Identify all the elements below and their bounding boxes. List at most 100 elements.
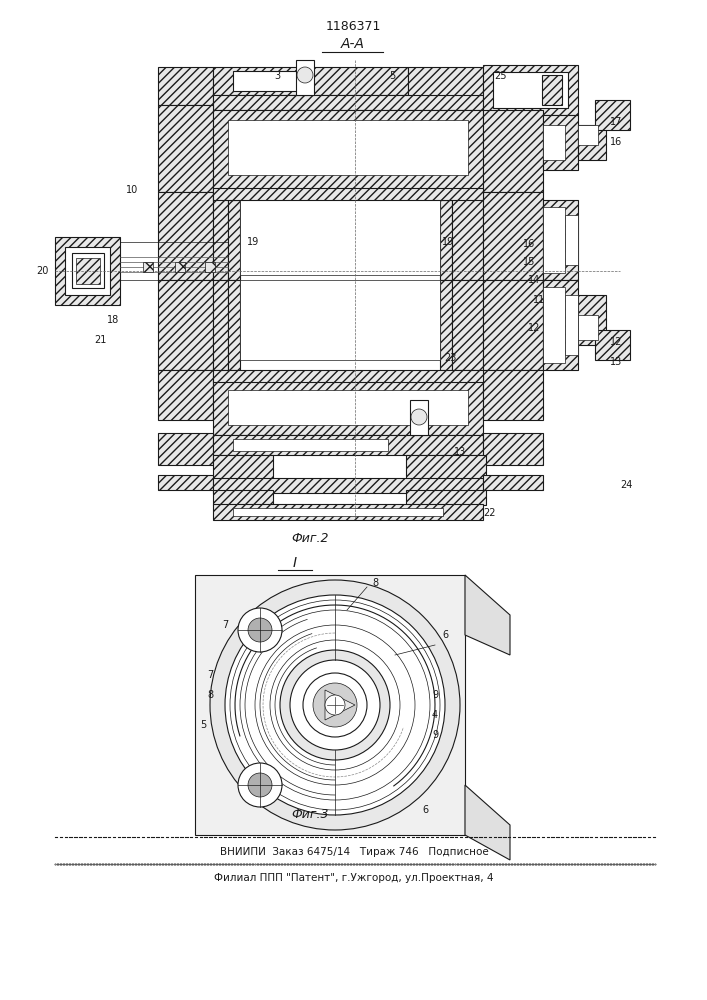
Text: 9: 9 <box>432 730 438 740</box>
Text: 10: 10 <box>126 185 138 195</box>
Text: I: I <box>293 556 297 570</box>
Text: 8: 8 <box>372 578 378 588</box>
Bar <box>543 280 578 370</box>
Bar <box>483 475 543 490</box>
Circle shape <box>290 660 380 750</box>
Text: 19: 19 <box>442 237 454 247</box>
Text: 18: 18 <box>107 315 119 325</box>
Bar <box>228 390 468 425</box>
Text: 16: 16 <box>522 239 535 249</box>
Circle shape <box>210 580 460 830</box>
Bar <box>410 400 428 435</box>
Bar <box>233 508 443 516</box>
Bar <box>158 370 213 420</box>
Text: 11: 11 <box>533 295 545 305</box>
Text: 21: 21 <box>94 335 106 345</box>
Circle shape <box>325 695 345 715</box>
Text: 12: 12 <box>610 337 622 347</box>
Text: 22: 22 <box>484 508 496 518</box>
Bar <box>213 490 273 505</box>
Bar <box>240 280 440 360</box>
Circle shape <box>303 673 367 737</box>
Text: 25: 25 <box>495 71 507 81</box>
Circle shape <box>238 763 282 807</box>
Bar <box>578 125 606 160</box>
Bar <box>120 242 228 280</box>
Bar <box>406 455 486 480</box>
Circle shape <box>248 618 272 642</box>
Text: 19: 19 <box>247 237 259 247</box>
Bar <box>213 280 228 370</box>
Text: 3: 3 <box>274 71 280 81</box>
Bar <box>213 380 483 435</box>
Bar <box>595 100 630 130</box>
Text: 5: 5 <box>389 71 395 81</box>
Text: 16: 16 <box>610 137 622 147</box>
Bar <box>213 192 228 280</box>
Bar <box>158 280 213 370</box>
Bar <box>406 490 486 505</box>
Polygon shape <box>195 575 465 835</box>
Bar <box>55 237 120 305</box>
Bar <box>76 258 100 284</box>
Bar <box>233 71 308 91</box>
Circle shape <box>297 67 313 83</box>
Bar <box>565 215 578 265</box>
Bar <box>542 75 562 105</box>
Bar <box>543 115 578 170</box>
Bar <box>578 125 598 145</box>
Bar <box>213 370 483 382</box>
Bar <box>205 262 215 272</box>
Bar <box>578 315 598 340</box>
Text: 6: 6 <box>442 630 448 640</box>
Bar <box>296 60 314 95</box>
Text: Филиал ППП "Патент", г.Ужгород, ул.Проектная, 4: Филиал ППП "Патент", г.Ужгород, ул.Проек… <box>214 873 493 883</box>
Bar <box>213 478 483 493</box>
Bar <box>143 262 153 272</box>
Text: 4: 4 <box>432 710 438 720</box>
Bar <box>240 200 440 275</box>
Bar <box>440 280 452 370</box>
Bar <box>452 192 483 280</box>
Text: 5: 5 <box>200 720 206 730</box>
Bar <box>543 200 578 280</box>
Circle shape <box>238 608 282 652</box>
Bar <box>228 280 240 370</box>
Text: 14: 14 <box>527 275 540 285</box>
Bar <box>175 262 185 272</box>
Bar <box>228 200 240 280</box>
Bar <box>452 280 483 370</box>
Circle shape <box>280 650 390 760</box>
Bar <box>483 65 578 115</box>
Text: 20: 20 <box>36 266 48 276</box>
Text: Фиг.3: Фиг.3 <box>291 808 329 822</box>
Polygon shape <box>465 785 510 860</box>
Bar <box>158 475 213 490</box>
Text: 23: 23 <box>444 353 456 363</box>
Bar <box>493 72 568 108</box>
Bar <box>158 105 213 192</box>
Bar <box>213 188 483 200</box>
Bar <box>158 433 213 465</box>
Circle shape <box>225 595 445 815</box>
Bar <box>565 295 578 355</box>
Text: 6: 6 <box>422 805 428 815</box>
Bar <box>483 280 543 370</box>
Bar <box>233 439 388 451</box>
Bar <box>213 95 483 110</box>
Text: 9: 9 <box>432 690 438 700</box>
Bar <box>578 295 606 345</box>
Bar <box>213 67 408 95</box>
Bar <box>408 67 483 100</box>
Bar <box>213 504 483 520</box>
Text: 17: 17 <box>610 117 622 127</box>
Circle shape <box>411 409 427 425</box>
Text: 13: 13 <box>454 447 466 457</box>
Text: 24: 24 <box>620 480 632 490</box>
Bar <box>213 455 273 480</box>
Bar <box>213 435 483 455</box>
Circle shape <box>248 773 272 797</box>
Text: 12: 12 <box>527 323 540 333</box>
Text: А-А: А-А <box>341 37 365 51</box>
Text: 13: 13 <box>610 357 622 367</box>
